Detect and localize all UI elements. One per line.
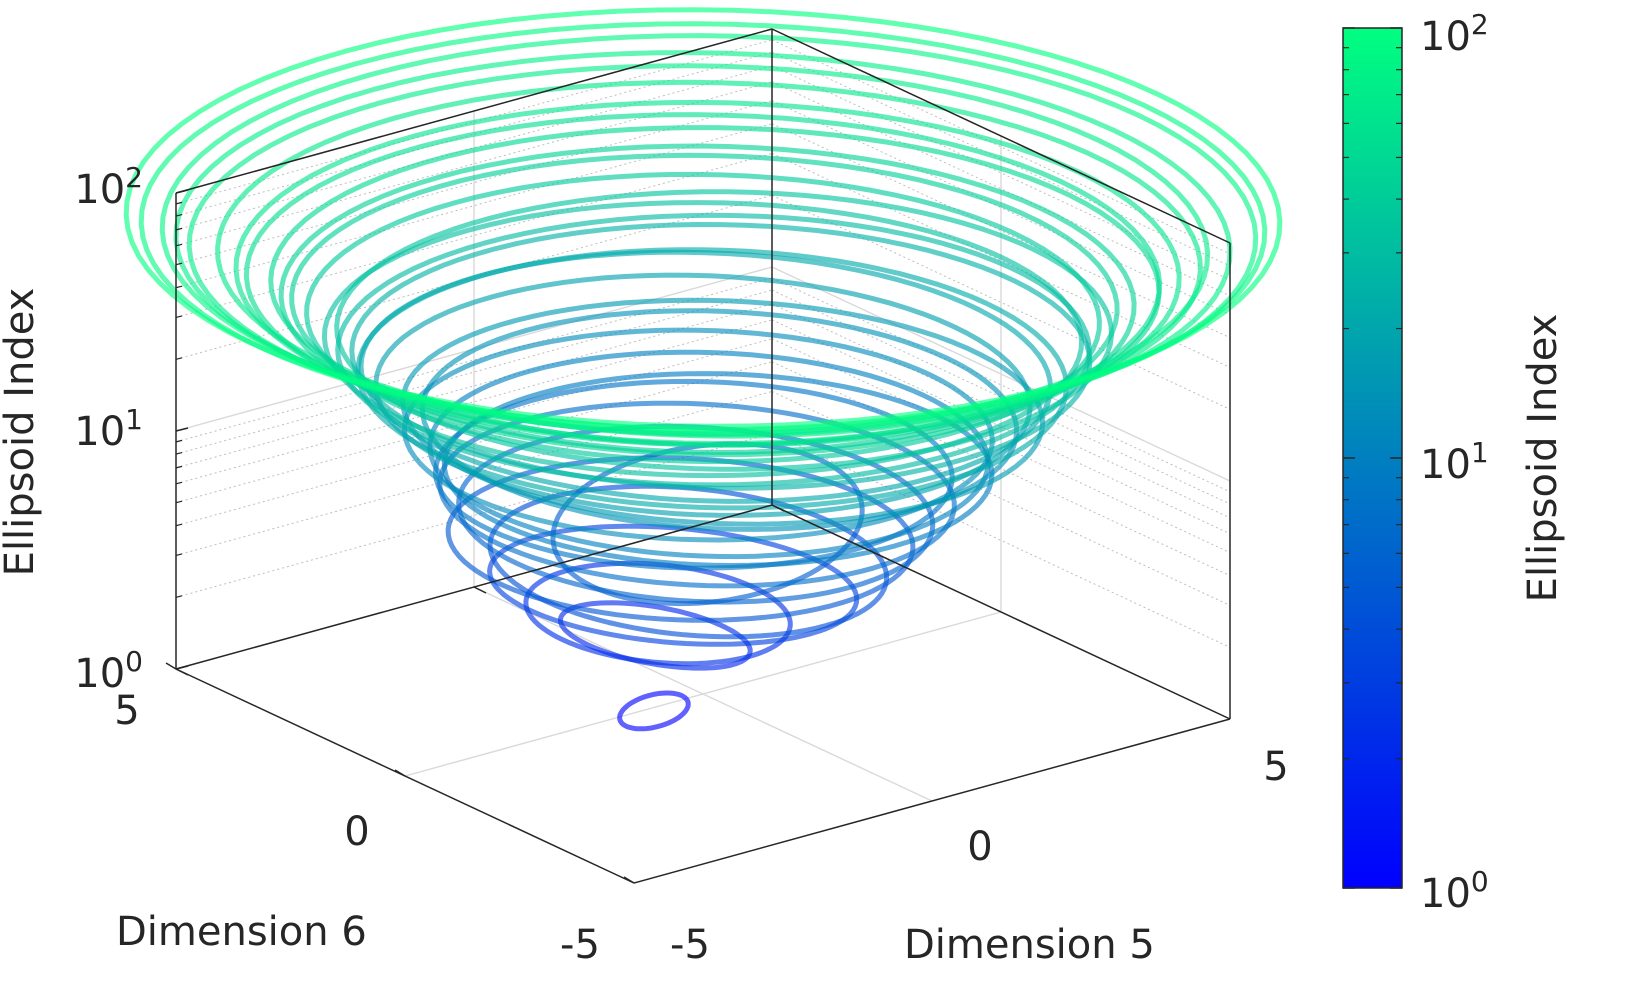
minor-gridline <box>771 303 1231 519</box>
y-tick-label: 5 <box>114 688 139 734</box>
minor-gridline <box>175 361 773 527</box>
z-minor-tick <box>175 553 183 557</box>
minor-gridline <box>771 39 1231 255</box>
z-minor-tick <box>175 227 183 231</box>
minor-gridline <box>175 338 773 504</box>
minor-gridline <box>175 65 773 231</box>
minor-gridline <box>175 289 773 455</box>
colorbar-tick-label: 101 <box>1420 436 1489 488</box>
y-tick <box>175 668 189 676</box>
y-tick <box>473 586 487 594</box>
ellipse-curve <box>355 247 1069 511</box>
z-minor-tick <box>175 201 183 205</box>
minor-gridline <box>771 277 1231 493</box>
z-minor-tick <box>175 262 183 266</box>
minor-gridline <box>175 51 773 217</box>
ellipse-curve <box>123 7 1283 429</box>
x-axis-label: Dimension 5 <box>904 922 1155 968</box>
x-tick-label: 0 <box>967 824 992 870</box>
colorbar-tick-label: 102 <box>1420 8 1489 60</box>
x-tick <box>623 876 635 884</box>
ellipse-curve <box>233 99 1182 446</box>
z-minor-tick <box>175 243 183 247</box>
axis-layer <box>165 28 1231 884</box>
colorbar-tick-label: 100 <box>1420 865 1489 917</box>
z-axis-label: Ellipsoid Index <box>0 288 43 577</box>
ellipse-curve <box>550 441 865 607</box>
minor-gridline <box>771 432 1231 648</box>
z-minor-tick <box>175 481 183 485</box>
ellipse-curve <box>617 690 691 732</box>
minor-gridline <box>175 319 773 485</box>
x-axis-line <box>633 718 1231 884</box>
z-minor-tick <box>175 500 183 504</box>
z-tick-label: 102 <box>74 161 143 213</box>
box-edge <box>175 28 773 194</box>
z-minor-tick <box>175 523 183 527</box>
box-edge <box>771 504 1231 720</box>
z-tick-label: 100 <box>74 645 143 697</box>
z-tick-label: 101 <box>74 403 143 455</box>
z-minor-tick <box>175 285 183 289</box>
ellipse-curve <box>304 171 1102 465</box>
minor-gridline <box>771 361 1231 577</box>
curve-layer <box>123 7 1283 732</box>
ellipse-curve <box>400 297 1046 527</box>
colorbar-ticks <box>1343 27 1402 889</box>
ellipse-curve <box>373 272 1033 518</box>
minor-gridline <box>175 81 773 247</box>
x-tick <box>165 662 177 670</box>
minor-gridline <box>175 277 773 443</box>
z-tick <box>175 189 189 194</box>
ellipse-curve <box>173 50 1233 438</box>
z-tick <box>175 665 189 670</box>
minor-gridline <box>771 289 1231 505</box>
z-minor-tick <box>175 439 183 443</box>
box-edge <box>771 28 1231 244</box>
ellipse-curve <box>321 200 1085 479</box>
z-minor-tick <box>175 315 183 319</box>
colorbar-label: Ellipsoid Index <box>1520 314 1566 603</box>
ellipse-curve <box>334 189 1114 472</box>
minor-gridline <box>771 123 1231 339</box>
minor-gridline <box>771 338 1231 554</box>
z-minor-tick <box>175 451 183 455</box>
z-minor-tick <box>175 465 183 469</box>
minor-gridline <box>771 194 1231 410</box>
minor-gridline <box>175 123 773 289</box>
ellipse-curve <box>138 21 1268 432</box>
z-minor-tick <box>175 357 183 360</box>
ellipse-curve <box>278 143 1137 458</box>
x-tick-label: -5 <box>670 922 710 968</box>
minor-gridline <box>175 390 773 556</box>
minor-gridline <box>175 152 773 318</box>
y-tick <box>771 504 785 512</box>
floor-gridline <box>473 586 933 802</box>
minor-gridline <box>771 319 1231 535</box>
z-minor-tick <box>175 213 183 217</box>
y-axis-label: Dimension 6 <box>116 909 367 955</box>
z-tick <box>175 427 189 432</box>
minor-gridline <box>771 100 1231 316</box>
minor-gridline <box>771 65 1231 281</box>
x-tick-label: 5 <box>1263 744 1288 790</box>
z-minor-tick <box>175 595 183 598</box>
y-tick-label: -5 <box>560 922 600 968</box>
ellipse-curve <box>335 212 1092 488</box>
minor-gridline <box>771 51 1231 267</box>
x-tick <box>394 769 406 777</box>
minor-gridline <box>771 390 1231 606</box>
y-tick-label: 0 <box>344 809 369 855</box>
